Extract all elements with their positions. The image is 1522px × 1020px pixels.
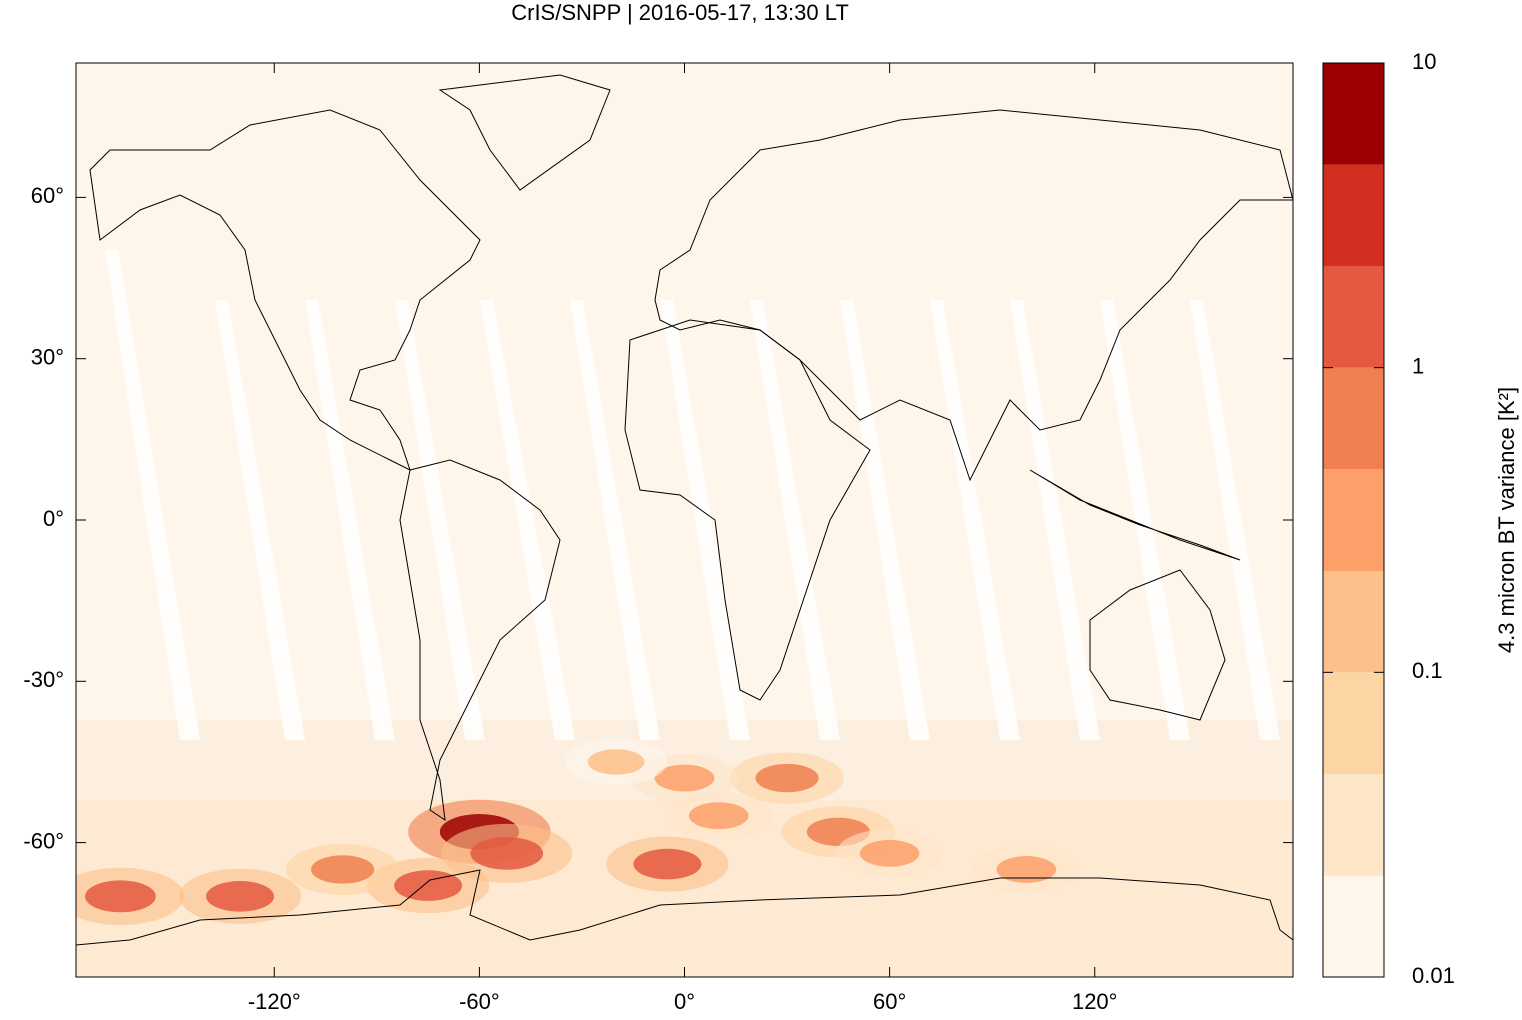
colorbar-band (1323, 63, 1384, 165)
colorbar-band (1323, 469, 1384, 572)
hotspot (633, 848, 702, 880)
hotspot (859, 839, 920, 867)
hotspot (85, 880, 156, 913)
colorbar-band (1323, 266, 1384, 368)
colorbar-tick-label: 0.01 (1412, 963, 1455, 988)
hotspot (311, 855, 375, 884)
hotspot (996, 856, 1057, 883)
colorbar-band (1323, 571, 1384, 673)
y-tick-label: 30° (31, 345, 64, 370)
hotspot (587, 749, 645, 775)
colorbar-band (1323, 773, 1384, 876)
x-tick-label: -60° (459, 989, 500, 1014)
y-tick-label: -30° (23, 667, 64, 692)
y-tick-label: 0° (43, 506, 64, 531)
colorbar-band (1323, 164, 1384, 267)
hotspot (755, 763, 819, 793)
colorbar-tick-label: 1 (1412, 353, 1424, 378)
x-tick-label: -120° (248, 989, 301, 1014)
colorbar-label: 4.3 micron BT variance [K²] (1494, 387, 1519, 653)
hotspot (206, 881, 275, 912)
colorbar-band (1323, 672, 1384, 774)
colorbar-frame (1322, 62, 1385, 978)
y-tick-label: 60° (31, 183, 64, 208)
swath-gaps (105, 250, 1280, 740)
colorbar-tick-label: 10 (1412, 49, 1436, 74)
hotspots (76, 738, 1081, 926)
colorbar-band (1323, 875, 1384, 977)
x-tick-label: 0° (674, 989, 695, 1014)
hotspot (688, 802, 749, 830)
map-area (76, 63, 1293, 977)
hotspot (654, 764, 715, 792)
x-tick-label: 60° (873, 989, 906, 1014)
hotspot (394, 870, 463, 901)
colorbar-band (1323, 367, 1384, 470)
colorbar-tick-label: 0.1 (1412, 658, 1443, 683)
x-tick-label: 120° (1072, 989, 1118, 1014)
coastlines (76, 74, 1293, 946)
y-tick-label: -60° (23, 828, 64, 853)
hotspot (470, 836, 544, 870)
chart-title: CrIS/SNPP | 2016-05-17, 13:30 LT (511, 0, 849, 25)
